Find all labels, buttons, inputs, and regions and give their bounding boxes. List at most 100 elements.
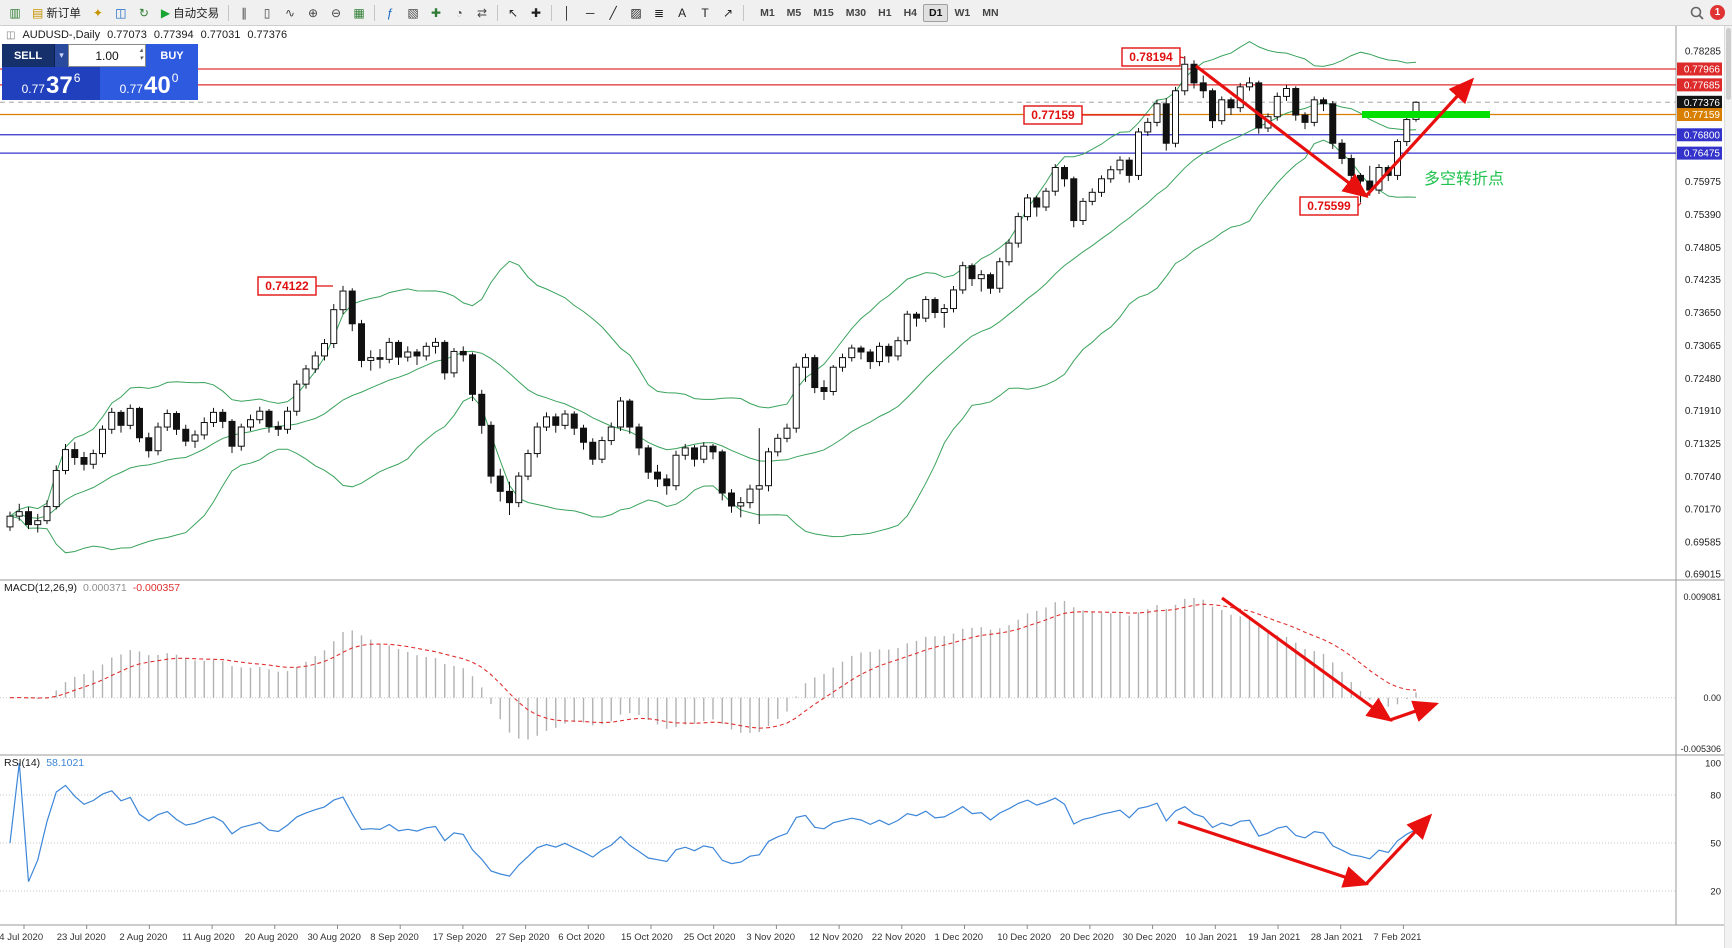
sell-button[interactable]: SELL [2, 44, 54, 67]
notification-badge[interactable]: 1 [1710, 5, 1725, 20]
svg-text:0.69015: 0.69015 [1685, 570, 1722, 581]
zoom-in-icon[interactable]: ⊕ [308, 5, 319, 20]
svg-text:0.74235: 0.74235 [1685, 275, 1722, 286]
market-watch-icon[interactable]: ◫ [115, 5, 127, 20]
svg-text:0.75390: 0.75390 [1685, 210, 1722, 221]
svg-text:0.77159: 0.77159 [1684, 110, 1721, 121]
new-order-icon: ▤ [32, 5, 44, 20]
cursor-icon[interactable]: ↖ [508, 5, 519, 20]
toolbar-separator [497, 4, 499, 21]
toolbar-separator [551, 4, 553, 21]
timeframe-h4[interactable]: H4 [903, 6, 918, 19]
tile-windows-icon[interactable]: ▦ [353, 5, 365, 20]
timeframe-m5[interactable]: M5 [786, 6, 802, 19]
svg-text:10 Dec 2020: 10 Dec 2020 [997, 932, 1051, 943]
macd-label: MACD(12,26,9) [4, 582, 77, 594]
label-icon[interactable]: T [701, 5, 709, 20]
svg-text:0.71325: 0.71325 [1685, 439, 1722, 450]
channel-icon[interactable]: ▨ [630, 5, 642, 20]
chart-window-icon: ◫ [6, 29, 16, 41]
templates-icon[interactable]: ▧ [407, 5, 419, 20]
indicators-icon[interactable]: ƒ [386, 5, 394, 20]
autotrade-button[interactable]: ▶ 自动交易 [156, 3, 224, 22]
timeframe-w1[interactable]: W1 [954, 6, 971, 19]
svg-text:8 Sep 2020: 8 Sep 2020 [370, 932, 419, 943]
new-order-button[interactable]: ▤ 新订单 [27, 3, 86, 22]
text-icon[interactable]: A [678, 5, 687, 20]
search-icon[interactable] [1689, 5, 1705, 21]
svg-text:23 Jul 2020: 23 Jul 2020 [57, 932, 106, 943]
svg-text:12 Nov 2020: 12 Nov 2020 [809, 932, 863, 943]
timeframe-d1[interactable]: D1 [923, 3, 949, 22]
line-chart-icon[interactable]: ∿ [285, 5, 296, 20]
svg-text:-0.005306: -0.005306 [1680, 744, 1721, 754]
sell-price-big: 37 [45, 72, 73, 100]
svg-text:10 Jan 2021: 10 Jan 2021 [1185, 932, 1237, 943]
svg-text:0.77966: 0.77966 [1684, 64, 1721, 75]
svg-text:0.74805: 0.74805 [1685, 243, 1722, 254]
vertical-line-icon[interactable]: │ [563, 5, 571, 20]
bar-chart-icon[interactable]: ∥ [241, 5, 248, 20]
chevron-down-icon: ▾ [59, 50, 64, 60]
svg-text:30 Dec 2020: 30 Dec 2020 [1123, 932, 1177, 943]
macd-header: MACD(12,26,9) 0.000371 -0.000357 [4, 582, 180, 594]
sell-price[interactable]: 0.77 37 6 [2, 67, 100, 100]
svg-text:0.77685: 0.77685 [1684, 80, 1721, 91]
timeframe-m1[interactable]: M1 [760, 6, 775, 19]
one-click-trading-panel: SELL ▾ 1.00 ▴ ▾ BUY 0.77 37 6 0.77 40 0 [2, 44, 198, 100]
svg-text:19 Jan 2021: 19 Jan 2021 [1248, 932, 1300, 943]
svg-text:20: 20 [1710, 887, 1721, 898]
chart-shift-icon[interactable]: ⇄ [477, 5, 488, 20]
volume-input[interactable]: 1.00 ▴ ▾ [68, 44, 146, 67]
volume-up-button[interactable]: ▴ [139, 47, 143, 54]
volume-down-button[interactable]: ▾ [139, 54, 143, 62]
svg-text:15 Oct 2020: 15 Oct 2020 [621, 932, 673, 943]
scrollbar-thumb[interactable] [1726, 28, 1731, 100]
svg-text:2 Aug 2020: 2 Aug 2020 [119, 932, 167, 943]
ohlc-high: 0.77394 [153, 29, 194, 41]
svg-text:0.76475: 0.76475 [1684, 149, 1721, 160]
new-order-button-label: 新订单 [46, 7, 81, 20]
svg-text:1 Dec 2020: 1 Dec 2020 [935, 932, 984, 943]
crosshair-icon[interactable]: ✚ [531, 5, 542, 20]
period-icon[interactable]: ◔ [455, 5, 463, 20]
add-indicator-icon[interactable]: ✚ [431, 5, 442, 20]
candlestick-chart-icon[interactable]: ▯ [263, 5, 271, 20]
svg-text:6 Oct 2020: 6 Oct 2020 [558, 932, 604, 943]
svg-text:100: 100 [1705, 759, 1721, 770]
timeframe-m30[interactable]: M30 [845, 6, 867, 19]
svg-text:3 Nov 2020: 3 Nov 2020 [746, 932, 795, 943]
svg-text:0.78194: 0.78194 [1129, 50, 1173, 64]
autotrade-button-label: 自动交易 [173, 7, 220, 20]
timeframe-h1[interactable]: H1 [878, 6, 892, 19]
timeframe-m15[interactable]: M15 [813, 6, 834, 19]
timeframe-switcher: M1 M5 M15 M30 H1 H4 D1 W1 MN [754, 3, 1004, 22]
svg-text:0.75975: 0.75975 [1685, 177, 1722, 188]
svg-text:7 Feb 2021: 7 Feb 2021 [1373, 932, 1421, 943]
horizontal-line-icon[interactable]: ─ [585, 5, 595, 20]
svg-text:0.71910: 0.71910 [1685, 406, 1722, 417]
svg-text:20 Dec 2020: 20 Dec 2020 [1060, 932, 1114, 943]
svg-text:0.00: 0.00 [1703, 693, 1721, 703]
new-chart-icon[interactable]: ▥ [9, 5, 21, 20]
svg-text:0.72480: 0.72480 [1685, 374, 1722, 385]
profiles-icon[interactable]: ✦ [92, 5, 103, 20]
zoom-out-icon[interactable]: ⊖ [331, 5, 342, 20]
trendline-icon[interactable]: ╱ [609, 5, 617, 20]
svg-text:0.74122: 0.74122 [265, 279, 309, 293]
fibonacci-icon[interactable]: ≣ [654, 5, 665, 20]
svg-text:0.69585: 0.69585 [1685, 537, 1722, 548]
svg-text:多空转折点: 多空转折点 [1424, 170, 1504, 188]
buy-price[interactable]: 0.77 40 0 [100, 67, 198, 100]
arrows-tool-icon[interactable]: ↗ [723, 5, 734, 20]
svg-text:17 Sep 2020: 17 Sep 2020 [433, 932, 487, 943]
sell-price-small: 0.77 [21, 82, 45, 96]
rsi-value: 58.1021 [46, 757, 85, 769]
refresh-icon[interactable]: ↻ [138, 5, 149, 20]
order-type-dropdown[interactable]: ▾ [54, 44, 68, 67]
buy-button[interactable]: BUY [146, 44, 198, 67]
timeframe-mn[interactable]: MN [982, 6, 999, 19]
vertical-scrollbar[interactable] [1724, 26, 1732, 948]
svg-text:28 Jan 2021: 28 Jan 2021 [1311, 932, 1363, 943]
